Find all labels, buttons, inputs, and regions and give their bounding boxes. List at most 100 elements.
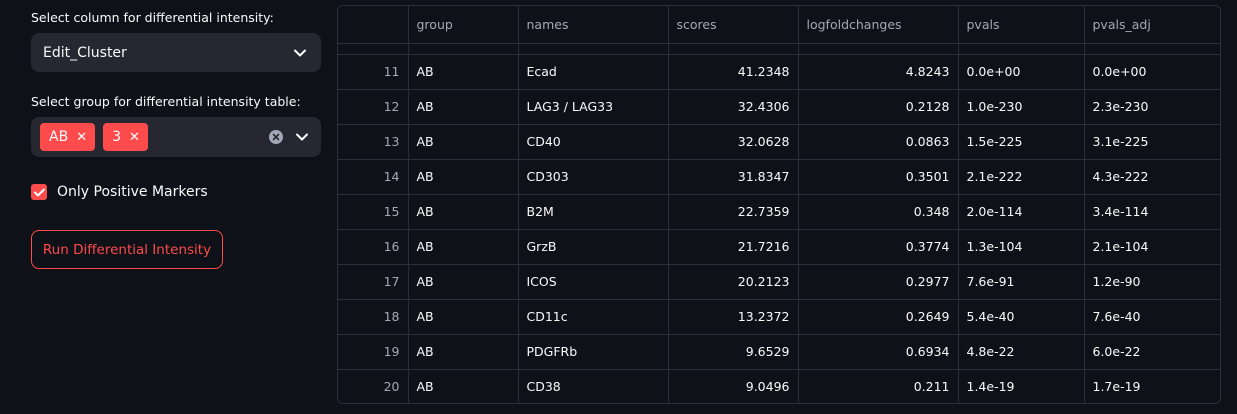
table-cell-pvals: 2.0e-114 [958,194,1085,230]
table-cell [1084,43,1220,55]
table-cell-pvals: 1.0e-230 [958,89,1085,125]
close-icon[interactable]: ✕ [129,129,140,145]
table-cell-pvals_adj: 0.0e+00 [1084,54,1220,90]
column-select-value: Edit_Cluster [43,44,127,61]
table-cell-logfoldchanges: 0.0863 [798,124,959,160]
column-header-scores[interactable]: scores [668,6,799,44]
table-cell-pvals: 7.6e-91 [958,264,1085,300]
close-icon[interactable]: ✕ [76,129,88,145]
table-row-partial [338,43,1220,55]
table-cell-names: GrzB [518,229,669,265]
table-cell [798,43,959,55]
table-cell-group: AB [408,369,519,403]
differential-intensity-table: group names scores logfoldchanges pvals pvals… [338,6,1220,403]
table-cell-names: CD38 [518,369,669,403]
table-row[interactable]: 14 AB CD303 31.8347 0.3501 2.1e-222 4.3e-222 [338,159,1220,195]
table-cell-pvals_adj: 2.1e-104 [1084,229,1220,265]
table-row[interactable]: 19 AB PDGFRb 9.6529 0.6934 4.8e-22 6.0e-22 [338,334,1220,370]
table-cell-pvals_adj: 3.4e-114 [1084,194,1220,230]
table-cell-logfoldchanges: 4.8243 [798,54,959,90]
table-cell-pvals: 1.5e-225 [958,124,1085,160]
group-multiselect[interactable]: AB ✕ 3 ✕ [31,117,321,157]
table-cell-scores: 9.6529 [668,334,799,370]
row-index: 13 [338,124,409,160]
table-cell-logfoldchanges: 0.2128 [798,89,959,125]
table-cell-names: LAG3 / LAG33 [518,89,669,125]
table-cell-pvals_adj: 1.7e-19 [1092,379,1141,395]
table-cell-names: Ecad [518,54,669,90]
table-cell-group: AB [408,89,519,125]
positive-markers-label: Only Positive Markers [57,184,208,200]
table-row[interactable]: 15 AB B2M 22.7359 0.348 2.0e-114 3.4e-114 [338,194,1220,230]
table-cell-logfoldchanges: 0.211 [798,369,959,403]
row-index: 18 [338,299,409,335]
table-cell-logfoldchanges: 0.3501 [798,159,959,195]
group-tag-3[interactable]: 3 ✕ [103,123,148,151]
table-cell-names: PDGFRb [518,334,669,370]
table-cell-pvals: 1.3e-104 [958,229,1085,265]
column-header-logfoldchanges[interactable]: logfoldchanges [798,6,959,44]
table-cell-pvals_adj: 4.3e-222 [1084,159,1220,195]
table-cell-scores: 13.2372 [668,299,799,335]
table-row[interactable]: 11 AB Ecad 41.2348 4.8243 0.0e+00 0.0e+00 [338,54,1220,90]
table-cell-logfoldchanges: 0.2649 [798,299,959,335]
table-cell-scores: 41.2348 [668,54,799,90]
table-row[interactable]: 13 AB CD40 32.0628 0.0863 1.5e-225 3.1e-225 [338,124,1220,160]
column-select-label: Select column for differential intensity… [31,10,274,25]
table-cell-logfoldchanges: 0.3774 [798,229,959,265]
table-cell-group: AB [408,334,519,370]
run-differential-intensity-button[interactable]: Run Differential Intensity [31,230,223,269]
table-cell-scores: 20.2123 [668,264,799,300]
clear-all-icon[interactable] [269,130,283,144]
table-cell-logfoldchanges: 0.6934 [798,334,959,370]
group-select-label: Select group for differential intensity … [31,94,301,109]
group-tag-ab[interactable]: AB ✕ [40,123,96,151]
column-header-pvals[interactable]: pvals [958,6,1085,44]
positive-markers-checkbox[interactable] [31,184,47,200]
table-cell-pvals: 5.4e-40 [958,299,1085,335]
row-index: 12 [338,89,409,125]
table-row[interactable]: 17 AB ICOS 20.2123 0.2977 7.6e-91 1.2e-90 [338,264,1220,300]
table-cell-group: AB [408,299,519,335]
table-cell-names: CD40 [518,124,669,160]
results-table[interactable]: group names scores logfoldchanges pvals pvals… [337,5,1221,404]
column-select[interactable]: Edit_Cluster [31,33,321,72]
column-header-group[interactable]: group [408,6,519,44]
table-cell-pvals: 4.8e-22 [958,334,1085,370]
table-cell-pvals: 1.4e-19 [958,369,1085,403]
positive-markers-checkbox-row[interactable]: Only Positive Markers [31,184,208,200]
column-header-names[interactable]: names [518,6,669,44]
group-tag-label: 3 [112,129,122,145]
table-row[interactable]: 18 AB CD11c 13.2372 0.2649 5.4e-40 7.6e-40 [338,299,1220,335]
table-cell-scores: 32.0628 [668,124,799,160]
table-cell-scores: 31.8347 [668,159,799,195]
table-cell-group: AB [408,229,519,265]
table-cell [408,43,519,55]
table-cell-group: AB [408,124,519,160]
table-cell-pvals: 2.1e-222 [958,159,1085,195]
row-index: 11 [338,54,409,90]
table-cell-pvals: 0.0e+00 [958,54,1085,90]
table-header-row: group names scores logfoldchanges pvals pvals… [338,6,1220,44]
table-cell-logfoldchanges: 0.2977 [798,264,959,300]
row-index: 16 [338,229,409,265]
table-row[interactable]: 16 AB GrzB 21.7216 0.3774 1.3e-104 2.1e-104 [338,229,1220,265]
table-cell [958,43,1085,55]
chevron-down-icon[interactable] [293,128,311,146]
table-row[interactable]: 20 AB CD38 9.0496 0.211 1.4e-19 1.7e-19 [338,369,1220,403]
table-row[interactable]: 12 AB LAG3 / LAG33 32.4306 0.2128 1.0e-230 2.3… [338,89,1220,125]
table-cell [518,43,669,55]
table-body: 11 AB Ecad 41.2348 4.8243 0.0e+00 0.0e+00 12 AB L… [338,43,1220,403]
row-index: 15 [338,194,409,230]
chevron-down-icon[interactable] [291,44,309,62]
table-cell-names: B2M [518,194,669,230]
table-cell-scores: 22.7359 [668,194,799,230]
row-index: 20 [338,369,409,403]
table-cell-logfoldchanges: 0.348 [798,194,959,230]
column-header-pvals_adj[interactable]: pvals_adj [1084,6,1220,44]
table-cell-pvals_adj: 1.2e-90 [1084,264,1220,300]
table-cell [338,43,409,55]
column-header-index[interactable] [338,6,409,44]
table-cell-scores: 9.0496 [668,369,799,403]
